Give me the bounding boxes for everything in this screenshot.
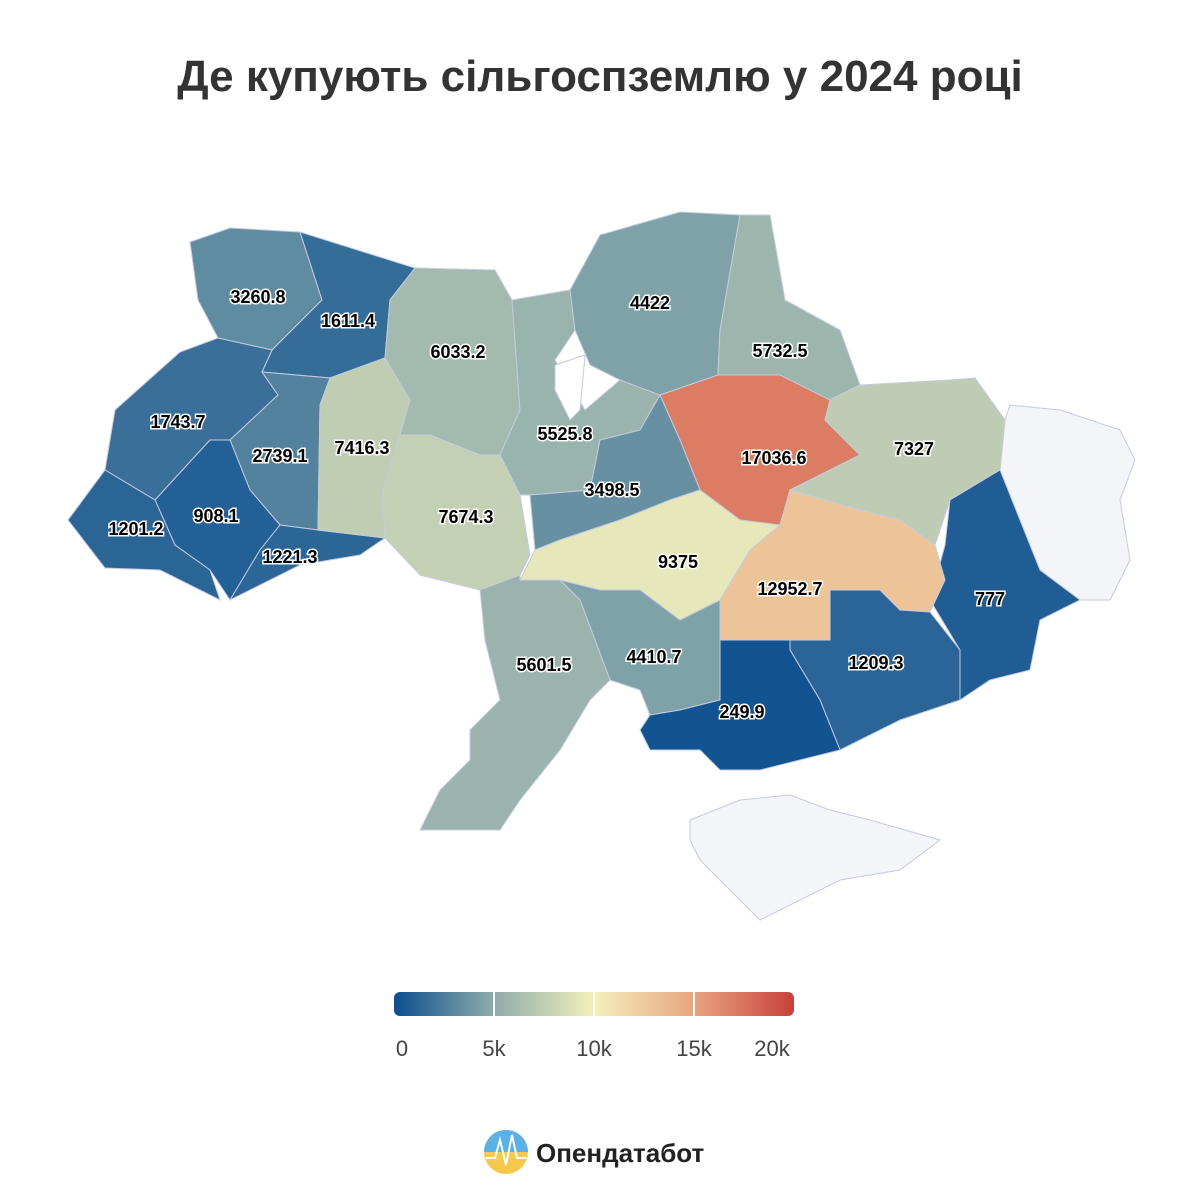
region-value: 3260.8	[230, 287, 285, 307]
region	[67, 469, 221, 601]
region-value: 6033.2	[430, 342, 485, 362]
region	[382, 434, 531, 591]
labels: 3260.8 1611.4 1743.7 2739.1 908.1 1201.2 1221.…	[107, 285, 1007, 723]
region	[788, 377, 1006, 546]
region	[639, 639, 841, 771]
region-value: 12952.7	[757, 579, 822, 599]
region-value: 249.9	[719, 702, 764, 722]
region-value: 7327	[894, 439, 934, 459]
region-value: 9375	[658, 552, 698, 572]
region-value: 5732.5	[752, 341, 807, 361]
legend-tick-label: 20k	[754, 1036, 790, 1061]
region-value: 1209.3	[848, 653, 903, 673]
region-value: 1743.7	[150, 412, 205, 432]
region-value: 2739.1	[252, 446, 307, 466]
legend-tick-label: 5k	[482, 1036, 506, 1061]
crimea-region	[689, 794, 942, 921]
region-value: 1221.3	[262, 547, 317, 567]
region-value: 3498.5	[584, 480, 639, 500]
logo-icon-line	[486, 1134, 526, 1166]
region-value: 4410.7	[626, 647, 681, 667]
region-value: 1201.2	[108, 519, 163, 539]
logo-icon-top	[484, 1130, 528, 1152]
legend-tick-label: 10k	[576, 1036, 612, 1061]
region-value: 17036.6	[741, 448, 806, 468]
kyiv-city	[554, 354, 586, 421]
region-value: 908.1	[193, 506, 238, 526]
region	[929, 469, 1081, 701]
regions	[67, 211, 1081, 831]
region-value: 1611.4	[321, 311, 375, 331]
region-value: 7674.3	[438, 507, 493, 527]
legend-tick-label: 0	[396, 1036, 408, 1061]
region	[419, 574, 611, 831]
region-value: 5525.8	[537, 424, 592, 444]
region-value: 777	[975, 589, 1005, 609]
region	[717, 214, 861, 401]
title: Де купують сільгоспземлю у 2024 році	[177, 52, 1023, 101]
logo-text: Опендатабот	[536, 1138, 705, 1168]
region-value: 7416.3	[334, 438, 389, 458]
region-value: 5601.5	[516, 655, 571, 675]
legend: 0 5k 10k 15k 20k	[394, 992, 794, 1061]
region-value: 4422	[630, 293, 670, 313]
legend-tick-label: 15k	[676, 1036, 712, 1061]
